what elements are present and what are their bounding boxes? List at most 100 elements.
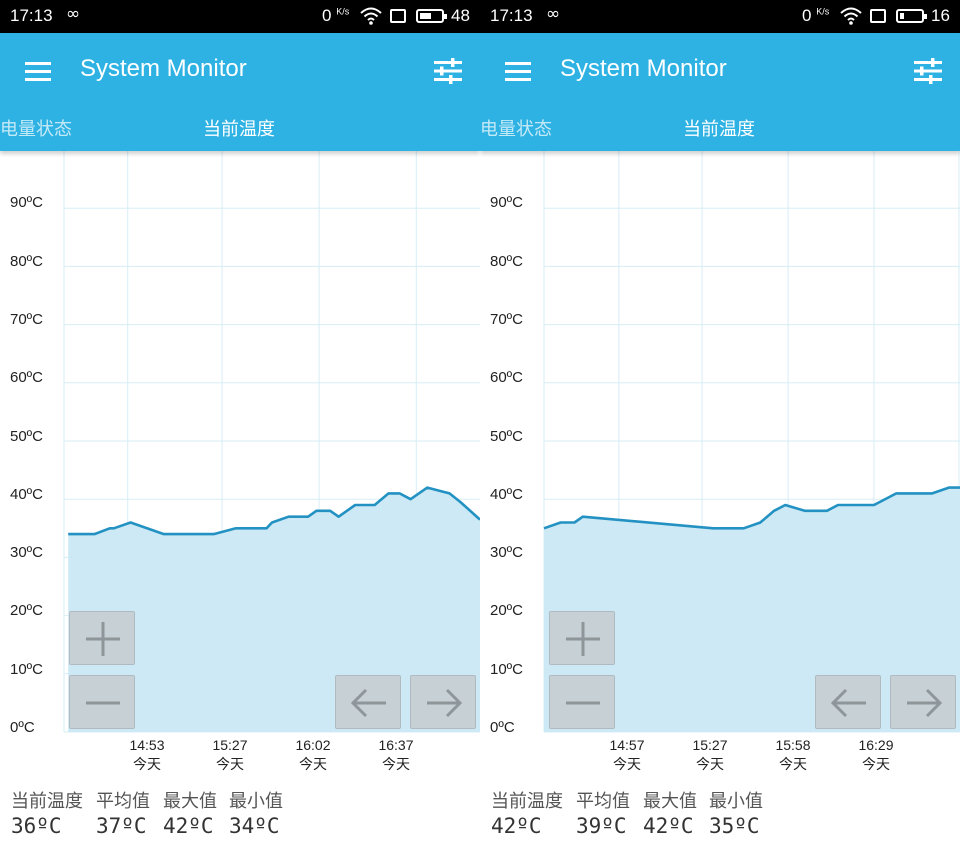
temperature-chart[interactable]: [480, 151, 960, 751]
x-tick-time: 14:57: [609, 737, 645, 753]
y-tick-label: 40ºC: [490, 486, 523, 503]
minus-icon: [566, 701, 600, 705]
zoom-out-button[interactable]: [549, 675, 615, 729]
tab-current-temperature[interactable]: 当前温度: [203, 119, 275, 140]
zoom-out-button[interactable]: [69, 675, 135, 729]
x-tick-day: 今天: [216, 756, 244, 772]
status-time: 17:13: [10, 6, 53, 25]
y-tick-label: 30ºC: [490, 544, 523, 561]
network-speed-value: 0: [802, 6, 812, 25]
stat-value-max: 42ºC: [163, 814, 214, 838]
x-tick-day: 今天: [862, 756, 890, 772]
scroll-right-button[interactable]: [410, 675, 476, 729]
stat-label-max: 最大值: [163, 791, 217, 812]
stat-label-min: 最小值: [229, 791, 283, 812]
stat-value-max: 42ºC: [643, 814, 694, 838]
wifi-icon: [360, 7, 382, 25]
x-tick-day: 今天: [299, 756, 327, 772]
y-tick-label: 0ºC: [10, 719, 35, 736]
menu-icon[interactable]: [505, 62, 531, 82]
link-icon: ∞: [66, 4, 81, 24]
stat-label-min: 最小值: [709, 791, 763, 812]
x-tick-day: 今天: [696, 756, 724, 772]
x-tick-time: 16:29: [858, 737, 894, 753]
temperature-line: [543, 486, 960, 530]
arrow-right-icon: [907, 688, 943, 718]
y-tick-label: 80ºC: [490, 253, 523, 270]
menu-icon[interactable]: [25, 62, 51, 82]
tab-current-temperature[interactable]: 当前温度: [683, 119, 755, 140]
stat-value-average: 37ºC: [96, 814, 147, 838]
temperature-chart[interactable]: [0, 151, 480, 751]
battery-level: 16: [931, 6, 950, 25]
tab-battery-status[interactable]: 电量状态: [0, 119, 72, 140]
y-tick-label: 70ºC: [490, 311, 523, 328]
x-tick-label: 15:27 今天: [675, 736, 745, 774]
battery-fill: [420, 13, 431, 19]
stat-value-current: 42ºC: [491, 814, 542, 838]
stat-value-average: 39ºC: [576, 814, 627, 838]
scroll-left-button[interactable]: [335, 675, 401, 729]
x-tick-time: 15:27: [692, 737, 728, 753]
stat-label-current: 当前温度: [491, 791, 563, 812]
zoom-in-button[interactable]: [549, 611, 615, 665]
zoom-in-button[interactable]: [69, 611, 135, 665]
y-tick-label: 20ºC: [490, 602, 523, 619]
y-tick-label: 10ºC: [10, 661, 43, 678]
tab-battery-status[interactable]: 电量状态: [480, 119, 552, 140]
y-tick-label: 40ºC: [10, 486, 43, 503]
x-tick-label: 16:29 今天: [841, 736, 911, 774]
y-tick-label: 90ºC: [490, 194, 523, 211]
plus-icon: [566, 622, 600, 656]
y-tick-label: 50ºC: [490, 428, 523, 445]
network-speed: 0 K/s: [802, 6, 829, 26]
scroll-left-button[interactable]: [815, 675, 881, 729]
wifi-icon: [840, 7, 862, 25]
app-bar: System Monitor 电量状态 当前温度: [480, 33, 960, 151]
x-tick-time: 14:53: [129, 737, 165, 753]
battery-level: 48: [451, 6, 470, 25]
x-tick-label: 16:02 今天: [278, 736, 348, 774]
stat-value-min: 35ºC: [709, 814, 760, 838]
app-title: System Monitor: [80, 55, 247, 82]
link-icon: ∞: [546, 4, 561, 24]
y-tick-label: 70ºC: [10, 311, 43, 328]
stat-label-average: 平均值: [576, 791, 630, 812]
y-tick-label: 50ºC: [10, 428, 43, 445]
y-tick-label: 0ºC: [490, 719, 515, 736]
x-tick-day: 今天: [133, 756, 161, 772]
y-tick-label: 90ºC: [10, 194, 43, 211]
y-tick-label: 60ºC: [490, 369, 523, 386]
temperature-area: [544, 487, 960, 732]
network-speed-value: 0: [322, 6, 332, 25]
status-time: 17:13: [490, 6, 533, 25]
stat-value-current: 36ºC: [11, 814, 62, 838]
x-tick-label: 16:37 今天: [361, 736, 431, 774]
battery-icon: [416, 9, 447, 23]
stat-label-current: 当前温度: [11, 791, 83, 812]
network-speed: 0 K/s: [322, 6, 349, 26]
x-tick-day: 今天: [613, 756, 641, 772]
y-tick-label: 20ºC: [10, 602, 43, 619]
arrow-left-icon: [830, 688, 866, 718]
x-tick-time: 15:58: [775, 737, 811, 753]
tune-icon[interactable]: [914, 58, 942, 84]
temperature-line: [68, 486, 480, 536]
sim-icon: [870, 9, 886, 23]
temperature-area: [68, 487, 480, 732]
scroll-right-button[interactable]: [890, 675, 956, 729]
x-tick-label: 14:53 今天: [112, 736, 182, 774]
tune-icon[interactable]: [434, 58, 462, 84]
device-screen-left: 17:13 ∞ 0 K/s 48 System Monitor 电量状态 当前温…: [0, 0, 480, 838]
arrow-right-icon: [427, 688, 463, 718]
x-tick-label: 15:27 今天: [195, 736, 265, 774]
x-tick-time: 16:37: [378, 737, 414, 753]
status-bar: 17:13 ∞ 0 K/s 48: [0, 0, 480, 33]
x-tick-label: 14:57 今天: [592, 736, 662, 774]
stat-label-average: 平均值: [96, 791, 150, 812]
battery-icon: [896, 9, 927, 23]
status-bar: 17:13 ∞ 0 K/s 16: [480, 0, 960, 33]
app-title: System Monitor: [560, 55, 727, 82]
y-tick-label: 80ºC: [10, 253, 43, 270]
x-tick-time: 16:02: [295, 737, 331, 753]
